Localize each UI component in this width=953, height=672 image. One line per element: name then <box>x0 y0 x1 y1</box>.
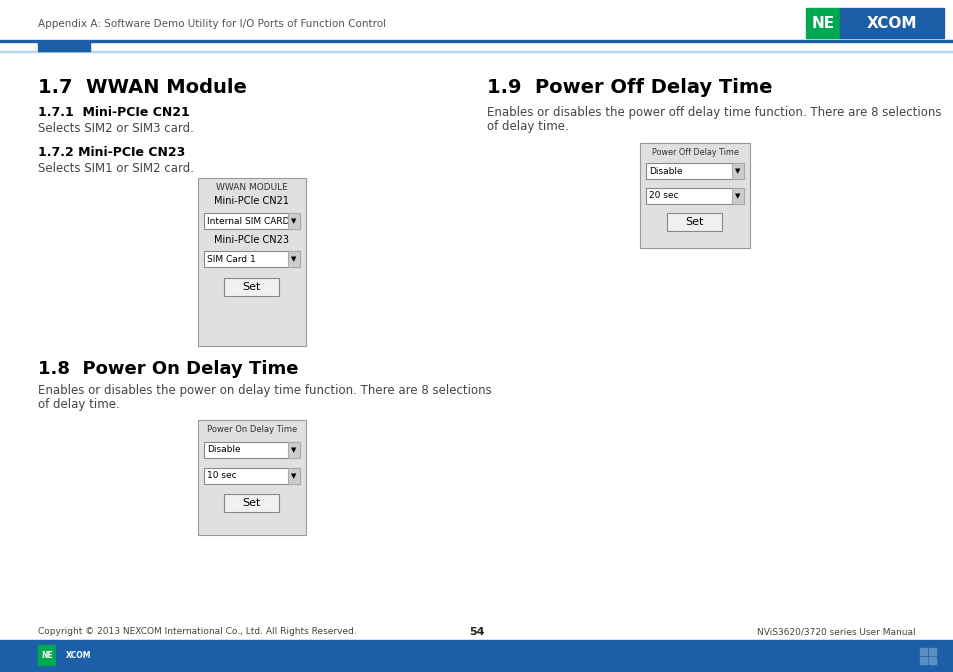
Bar <box>56 645 102 665</box>
Bar <box>288 213 299 229</box>
Text: XCOM: XCOM <box>866 15 916 30</box>
Bar <box>288 468 299 484</box>
Bar <box>0 40 953 42</box>
Bar <box>224 278 278 296</box>
Text: XCOM: XCOM <box>66 650 91 659</box>
Bar <box>224 494 278 512</box>
Bar <box>919 657 926 664</box>
Bar <box>204 442 299 458</box>
Text: Internal SIM CARD: Internal SIM CARD <box>207 216 289 226</box>
Bar <box>38 42 90 51</box>
Text: Enables or disables the power off delay time function. There are 8 selections: Enables or disables the power off delay … <box>486 106 941 119</box>
Bar <box>204 468 299 484</box>
Text: Power On Delay Time: Power On Delay Time <box>207 425 296 434</box>
Text: NE: NE <box>811 15 834 30</box>
Text: Power Off Delay Time: Power Off Delay Time <box>651 148 738 157</box>
Text: 1.7.2 Mini-PCIe CN23: 1.7.2 Mini-PCIe CN23 <box>38 146 185 159</box>
Bar <box>639 143 749 248</box>
Bar <box>204 251 299 267</box>
Text: 54: 54 <box>469 627 484 637</box>
Text: SIM Card 1: SIM Card 1 <box>207 255 255 263</box>
Text: Mini-PCIe CN23: Mini-PCIe CN23 <box>214 235 289 245</box>
Bar <box>645 188 743 204</box>
Text: 1.9  Power Off Delay Time: 1.9 Power Off Delay Time <box>486 78 772 97</box>
Text: Appendix A: Software Demo Utility for I/O Ports of Function Control: Appendix A: Software Demo Utility for I/… <box>38 19 386 29</box>
Bar <box>198 420 306 535</box>
Bar <box>666 213 721 231</box>
Text: of delay time.: of delay time. <box>486 120 568 133</box>
Text: Disable: Disable <box>207 446 240 454</box>
Text: of delay time.: of delay time. <box>38 398 120 411</box>
Bar <box>288 251 299 267</box>
Bar <box>928 648 935 655</box>
Bar <box>204 213 299 229</box>
Text: ▼: ▼ <box>291 447 296 453</box>
Bar <box>805 8 840 38</box>
Bar <box>645 163 743 179</box>
Text: Set: Set <box>241 498 260 508</box>
Text: •: • <box>841 17 843 22</box>
Bar <box>0 640 953 672</box>
Text: Selects SIM1 or SIM2 card.: Selects SIM1 or SIM2 card. <box>38 162 193 175</box>
Bar <box>288 442 299 458</box>
Text: Disable: Disable <box>648 167 682 175</box>
Text: NViS3620/3720 series User Manual: NViS3620/3720 series User Manual <box>757 628 915 636</box>
Text: 1.7  WWAN Module: 1.7 WWAN Module <box>38 78 247 97</box>
Text: ▼: ▼ <box>291 473 296 479</box>
Text: ▼: ▼ <box>291 256 296 262</box>
Text: 10 sec: 10 sec <box>207 472 236 480</box>
Text: Set: Set <box>684 217 702 227</box>
Text: Mini-PCIe CN21: Mini-PCIe CN21 <box>214 196 289 206</box>
Text: Enables or disables the power on delay time function. There are 8 selections: Enables or disables the power on delay t… <box>38 384 491 397</box>
Text: 20 sec: 20 sec <box>648 192 678 200</box>
Bar <box>840 8 943 38</box>
Bar <box>38 645 56 665</box>
Text: Selects SIM2 or SIM3 card.: Selects SIM2 or SIM3 card. <box>38 122 193 135</box>
Bar <box>198 178 306 346</box>
Text: NE: NE <box>41 650 52 659</box>
Bar <box>731 163 743 179</box>
Text: 1.8  Power On Delay Time: 1.8 Power On Delay Time <box>38 360 298 378</box>
Text: WWAN MODULE: WWAN MODULE <box>216 183 288 192</box>
Text: ▼: ▼ <box>735 193 740 199</box>
Text: 1.7.1  Mini-PCIe CN21: 1.7.1 Mini-PCIe CN21 <box>38 106 190 119</box>
Bar <box>731 188 743 204</box>
Text: ▼: ▼ <box>291 218 296 224</box>
Bar <box>928 657 935 664</box>
Bar <box>0 51 953 52</box>
Text: ▼: ▼ <box>735 168 740 174</box>
Bar <box>919 648 926 655</box>
Text: Set: Set <box>241 282 260 292</box>
Text: Copyright © 2013 NEXCOM International Co., Ltd. All Rights Reserved.: Copyright © 2013 NEXCOM International Co… <box>38 628 356 636</box>
